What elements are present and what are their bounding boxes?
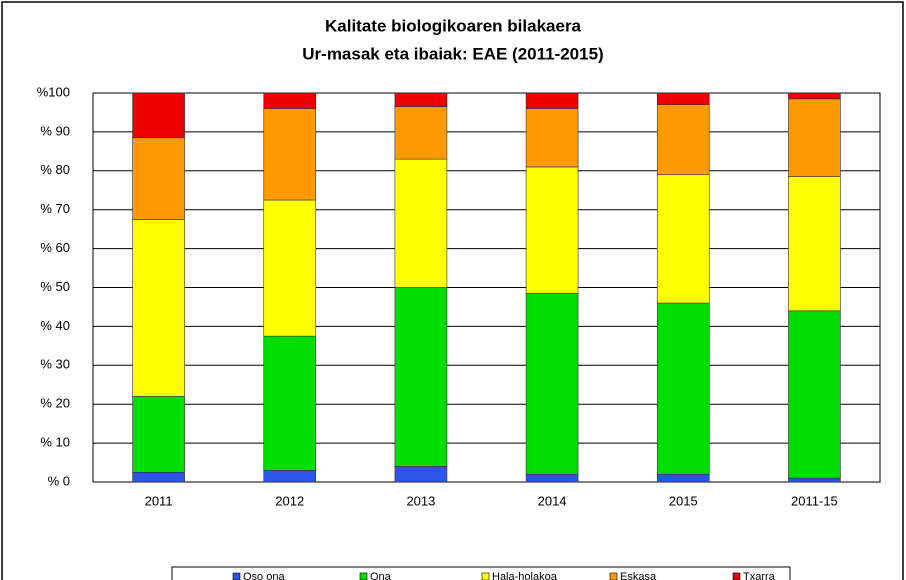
bar-segment <box>525 166 579 294</box>
x-tick-label: 2012 <box>275 493 304 508</box>
bar-segment <box>263 470 317 483</box>
legend-swatch <box>732 572 741 580</box>
y-tick-label: % 20 <box>40 396 70 411</box>
bar-segment <box>525 473 579 483</box>
y-tick-label: %100 <box>37 84 70 99</box>
bar-segment <box>394 92 448 107</box>
bar-segment <box>263 335 317 471</box>
bar-segment <box>788 176 841 312</box>
bar-segment <box>656 92 710 105</box>
chart-subtitle: Ur-masak eta ibaiak: EAE (2011-2015) <box>302 44 603 63</box>
bar-segment <box>132 92 185 139</box>
chart-title: Kalitate biologikoaren bilakaera <box>325 16 582 35</box>
bar-segment <box>132 471 185 483</box>
bar-segment <box>132 137 185 220</box>
y-tick-label: % 10 <box>40 435 70 450</box>
y-tick-label: % 60 <box>40 240 70 255</box>
y-tick-label: % 70 <box>40 201 70 216</box>
x-tick-label: 2011-15 <box>791 493 838 508</box>
x-tick-label: 2011 <box>145 493 173 508</box>
bar-segment <box>788 477 841 483</box>
plot-border <box>92 92 881 483</box>
legend-label: Oso ona <box>243 571 285 580</box>
bar-segment <box>394 106 448 160</box>
bar-segment <box>394 158 448 288</box>
bar-segment <box>656 302 710 475</box>
legend-swatch <box>232 572 241 580</box>
bar-segment <box>263 199 317 337</box>
y-tick-label: % 50 <box>40 279 70 294</box>
y-tick-label: % 90 <box>40 123 70 138</box>
y-tick-label: % 0 <box>48 473 70 488</box>
bar-segment <box>394 287 448 467</box>
bar-segment <box>263 92 317 109</box>
bar-segment <box>656 473 710 483</box>
bar-segment <box>525 92 579 109</box>
y-tick-label: % 80 <box>40 162 70 177</box>
legend-label: Ona <box>370 571 392 580</box>
x-tick-label: 2015 <box>669 493 698 508</box>
bar-segment <box>788 310 841 479</box>
x-tick-label: 2014 <box>538 493 567 508</box>
bar-segment <box>788 92 841 100</box>
legend-swatch <box>359 572 368 580</box>
bar-segment <box>788 98 841 177</box>
bar-segment <box>525 108 579 168</box>
legend-swatch <box>609 572 618 580</box>
bar-segment <box>263 108 317 201</box>
y-tick-label: % 40 <box>40 318 70 333</box>
bar-segment <box>132 219 185 397</box>
legend-label: Hala-holakoa <box>492 571 558 580</box>
legend-label: Eskasa <box>620 571 657 580</box>
bar-segment <box>394 466 448 483</box>
y-tick-label: % 30 <box>40 357 70 372</box>
bar-segment <box>525 293 579 475</box>
bar-segment <box>656 104 710 175</box>
legend-label: Txarra <box>743 571 776 580</box>
legend-swatch <box>481 572 490 580</box>
legend-box <box>171 566 791 580</box>
bar-segment <box>656 174 710 304</box>
bar-segment <box>132 396 185 473</box>
x-tick-label: 2013 <box>406 493 435 508</box>
